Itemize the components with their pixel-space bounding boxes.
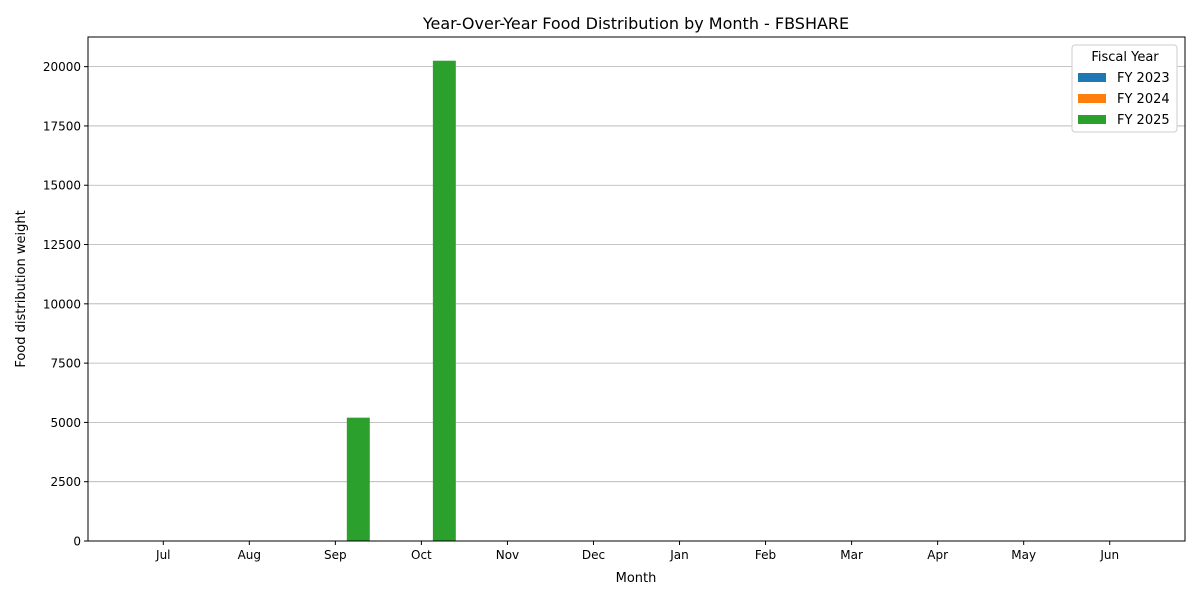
plot-frame: [87, 36, 1186, 542]
chart-title: Year-Over-Year Food Distribution by Mont…: [422, 14, 849, 33]
legend-box: [1071, 44, 1178, 133]
legend-title: Fiscal Year: [1091, 50, 1159, 65]
legend-label-fy-2025: FY 2025: [1117, 113, 1170, 128]
x-tick-label-jan: Jan: [669, 548, 689, 562]
x-tick-label-mar: Mar: [840, 548, 863, 562]
y-tick-label: 5000: [50, 416, 81, 430]
y-axis-label: Food distribution weight: [14, 210, 29, 367]
x-tick-label-feb: Feb: [755, 548, 776, 562]
legend-swatch-fy-2025: [1078, 115, 1106, 124]
bar-fy-2025-sep: [346, 417, 370, 541]
x-tick-label-dec: Dec: [582, 548, 605, 562]
legend: Fiscal Year FY 2023 FY 2024 FY 2025: [1071, 44, 1178, 133]
gridlines: [88, 66, 1185, 542]
x-tick-label-sep: Sep: [324, 548, 347, 562]
x-tick-label-jul: Jul: [155, 548, 170, 562]
y-tick-label: 2500: [50, 475, 81, 489]
y-tick-label: 12500: [43, 238, 81, 252]
x-tick-label-apr: Apr: [927, 548, 948, 562]
x-tick-label-nov: Nov: [496, 548, 519, 562]
y-tick-label: 15000: [43, 179, 81, 193]
axes: [87, 36, 1186, 542]
y-tick-label: 20000: [43, 60, 81, 74]
legend-swatch-fy-2024: [1078, 94, 1106, 103]
y-tick-label: 10000: [43, 297, 81, 311]
bar-fy-2025-oct: [432, 60, 456, 541]
tick-labels: 0 2500 5000 7500 10000 12500 15000 17500 20000 Ju…: [43, 60, 1119, 562]
x-axis-label: Month: [616, 571, 657, 586]
legend-label-fy-2024: FY 2024: [1117, 92, 1170, 107]
bars: [346, 60, 456, 541]
x-tick-label-aug: Aug: [238, 548, 261, 562]
y-tick-label: 7500: [50, 357, 81, 371]
legend-label-fy-2023: FY 2023: [1117, 71, 1170, 86]
x-tick-label-may: May: [1011, 548, 1036, 562]
x-tick-label-oct: Oct: [411, 548, 432, 562]
legend-swatch-fy-2023: [1078, 73, 1106, 82]
x-tick-label-jun: Jun: [1099, 548, 1119, 562]
y-tick-label: 17500: [43, 119, 81, 133]
y-tick-label: 0: [73, 535, 81, 549]
